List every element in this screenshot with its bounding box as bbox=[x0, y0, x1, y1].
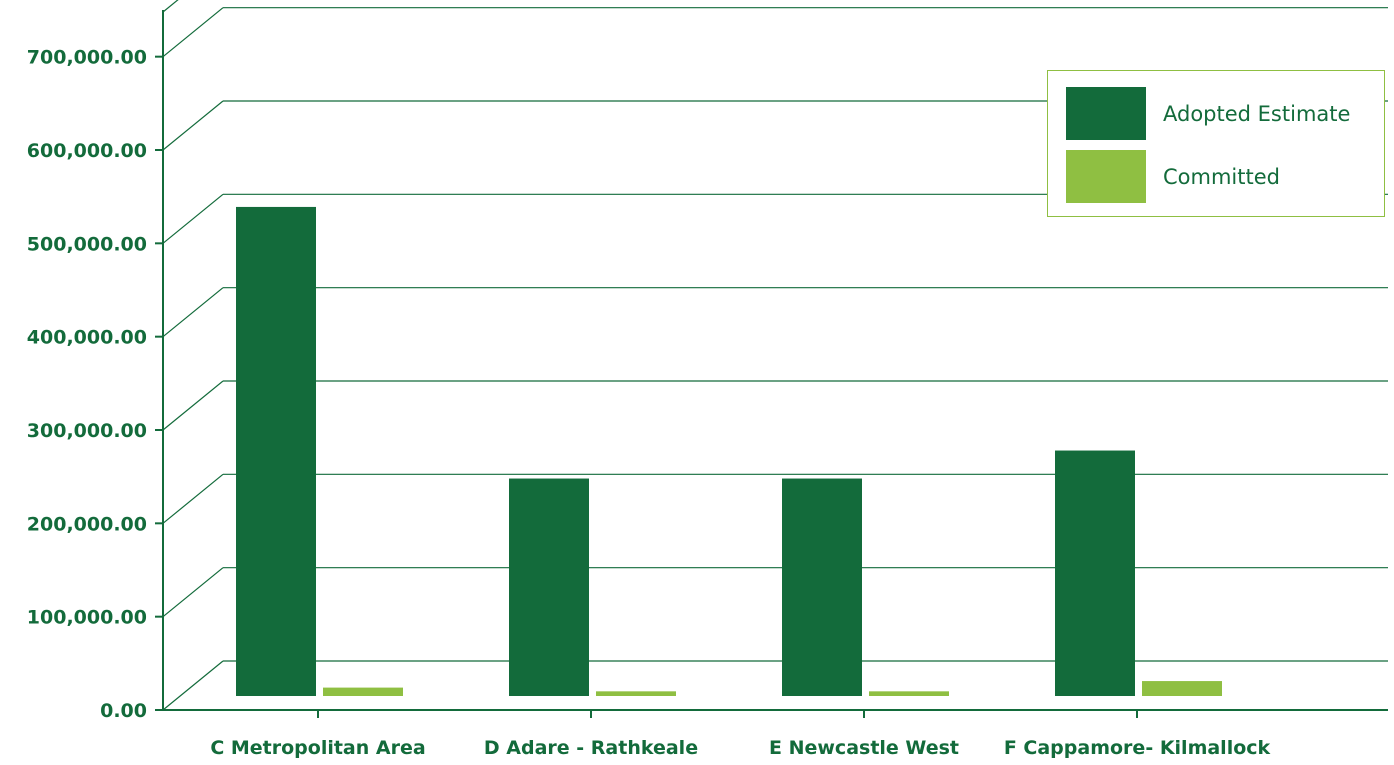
gridline-diagonal bbox=[162, 193, 224, 244]
y-tick-label: 500,000.00 bbox=[27, 233, 147, 255]
y-tick-label: 0.00 bbox=[100, 700, 147, 722]
gridline-diagonal bbox=[162, 0, 179, 13]
bar-committed bbox=[596, 691, 676, 696]
y-tick-label: 600,000.00 bbox=[27, 140, 147, 162]
legend-swatch-committed bbox=[1066, 150, 1146, 203]
gridline-diagonal bbox=[162, 473, 224, 524]
gridline-diagonal bbox=[162, 380, 224, 431]
gridline-diagonal bbox=[162, 287, 224, 338]
tick-labels: 0.00 100,000.00 200,000.00 300,000.00 400,00… bbox=[27, 47, 1271, 759]
legend: Adopted Estimate Committed bbox=[1047, 70, 1385, 217]
legend-item-adopted-estimate: Adopted Estimate bbox=[1066, 87, 1350, 140]
x-tick-label: C Metropolitan Area bbox=[210, 737, 425, 759]
y-tick-label: 100,000.00 bbox=[27, 607, 147, 629]
bar-adopted-estimate bbox=[782, 478, 862, 696]
x-tick-label: F Cappamore- Kilmallock bbox=[1004, 737, 1271, 759]
gridline-diagonal bbox=[162, 7, 224, 58]
y-tick-label: 200,000.00 bbox=[27, 513, 147, 535]
axes bbox=[155, 10, 1388, 718]
legend-swatch-adopted-estimate bbox=[1066, 87, 1146, 140]
legend-label-committed: Committed bbox=[1163, 164, 1280, 189]
bars bbox=[236, 206, 1222, 696]
bar-adopted-estimate bbox=[1055, 450, 1135, 696]
floor-diagonal bbox=[162, 660, 224, 711]
bar-committed bbox=[1142, 681, 1222, 696]
bar-committed bbox=[323, 687, 403, 696]
y-tick-label: 400,000.00 bbox=[27, 327, 147, 349]
bar-committed bbox=[869, 691, 949, 696]
gridline-diagonal bbox=[162, 567, 224, 618]
legend-item-committed: Committed bbox=[1066, 150, 1280, 203]
gridline-diagonal bbox=[162, 100, 224, 151]
legend-label-adopted-estimate: Adopted Estimate bbox=[1163, 101, 1351, 126]
x-tick-label: D Adare - Rathkeale bbox=[484, 737, 698, 759]
bar-adopted-estimate bbox=[509, 478, 589, 696]
x-tick-label: E Newcastle West bbox=[769, 737, 959, 759]
bar-adopted-estimate bbox=[236, 206, 316, 696]
y-tick-label: 700,000.00 bbox=[27, 47, 147, 69]
y-tick-label: 300,000.00 bbox=[27, 420, 147, 442]
